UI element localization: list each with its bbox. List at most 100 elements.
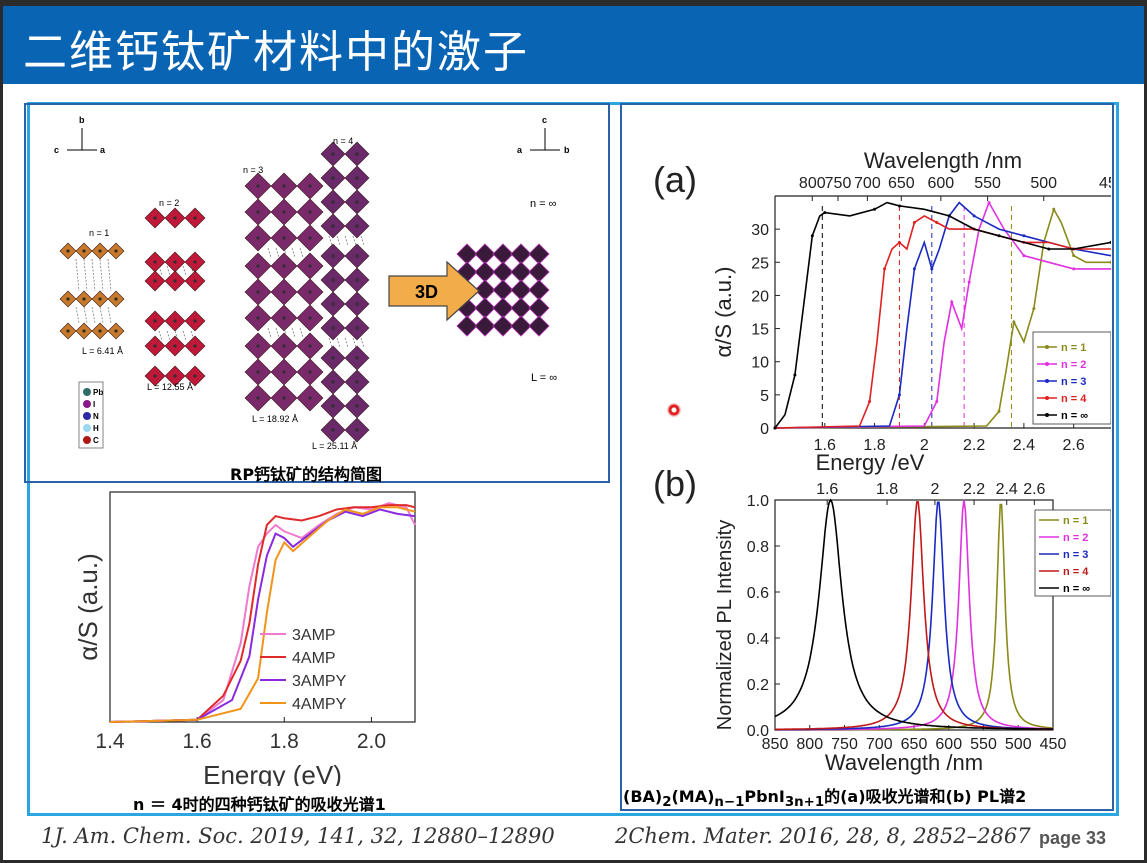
octahedron-ninf (528, 261, 550, 283)
structure-figure: b c a c a b n = 1 n = 2 n = 3 n = 4 n = … (54, 115, 570, 451)
x-tick-label: 2.0 (357, 730, 386, 753)
axis-triad-right: c a b (517, 115, 570, 155)
x-tick-label: 700 (866, 736, 893, 753)
series-point (912, 267, 916, 271)
y-tick-label: 25 (751, 255, 769, 272)
octahedron-n4-center (331, 404, 335, 408)
axis-triad-left: b c a (54, 115, 106, 155)
octahedron-n3-center (308, 396, 312, 400)
spacer-n4 (344, 337, 349, 349)
octahedron-n4-center (331, 200, 335, 204)
octahedron-n4-center (355, 152, 359, 156)
octahedron-n2-center (193, 374, 197, 378)
panel-label-b: (b) (653, 463, 697, 504)
axis-b-label-right: b (564, 145, 570, 155)
top-tick-label: 500 (1030, 175, 1057, 192)
y-tick-label: 0.4 (747, 631, 769, 648)
perovskite-structures (59, 141, 550, 443)
series-line-3ampy (109, 508, 416, 723)
y-tick-label: 5 (760, 388, 769, 405)
title-bar: 二维钙钛矿材料中的激子 (3, 6, 1144, 84)
octahedron-n4-center (355, 380, 359, 384)
octahedron-n3-center (282, 344, 286, 348)
octahedron-ninf (528, 243, 550, 265)
spacer-n2 (182, 265, 187, 277)
x-axis-label: Energy (eV) (203, 760, 342, 786)
top-axis-label: Wavelength /nm (864, 148, 1022, 173)
series-point (1109, 260, 1111, 264)
y-tick-label: 0.6 (747, 585, 769, 602)
legend-marker (1045, 362, 1049, 366)
octahedron-n1-center (114, 297, 118, 301)
octahedron-n3-center (282, 290, 286, 294)
spacer-n1 (91, 306, 96, 324)
octahedron-n4-center (355, 404, 359, 408)
label-n2: n = 2 (159, 198, 179, 208)
series-point (1109, 240, 1111, 244)
series-point (868, 399, 872, 403)
spacer-n1 (99, 258, 104, 292)
octahedron-n3-center (256, 184, 260, 188)
atom-legend-dot (83, 424, 91, 432)
legend-label: n = 1 (1063, 515, 1088, 527)
spacer-n2 (158, 330, 163, 342)
octahedron-n3-center (256, 290, 260, 294)
axis-c-label-right: c (542, 115, 547, 125)
series-line (774, 201, 1111, 429)
octahedron-ninf (510, 315, 532, 337)
top-tick-label: 800 (799, 175, 826, 192)
series-line (774, 214, 1111, 429)
octahedron-n4-center (331, 278, 335, 282)
series-point (773, 426, 777, 430)
caption-sub-c: 3n+1 (784, 795, 825, 811)
axis-a-label: a (100, 145, 106, 155)
x-tick-label: 650 (901, 736, 928, 753)
series-point (1012, 320, 1016, 324)
legend-marker (1045, 345, 1049, 349)
top-tick-label: 2.2 (963, 481, 985, 498)
octahedron-ninf (528, 297, 550, 319)
legend-label: n = 1 (1061, 342, 1086, 354)
3d-arrow: 3D (388, 260, 480, 322)
series-point (912, 221, 916, 225)
octahedron-n3-center (256, 396, 260, 400)
spacer-n3 (283, 327, 288, 339)
top-tick-label: 1.8 (876, 481, 898, 498)
spacer-n1 (99, 306, 104, 324)
octahedron-n3-center (256, 316, 260, 320)
octahedron-ninf (510, 243, 532, 265)
atom-legend-label: I (93, 400, 95, 409)
label-L4: L = 25.11 Å (312, 441, 357, 451)
series-point (930, 267, 934, 271)
legend-label: 3AMPY (292, 673, 347, 690)
legend-label: n = 3 (1061, 376, 1086, 388)
series-line-4amp (109, 504, 416, 723)
octahedron-ninf (474, 297, 496, 319)
octahedron-ninf (456, 243, 478, 265)
octahedron-n4-center (331, 326, 335, 330)
octahedron-n4-center (355, 278, 359, 282)
spacer-n1 (75, 258, 80, 292)
pl-chart-b: (b) 0.0 0.2 0.4 0.6 0.8 1.0 850 800 750 700 650 600 5… (653, 463, 1111, 775)
octahedron-n2-center (193, 216, 197, 220)
octahedron-n2-center (193, 319, 197, 323)
octahedron-n3-center (308, 264, 312, 268)
x-tick-label: 750 (831, 736, 858, 753)
x-tick-label: 1.6 (183, 730, 212, 753)
octahedron-n4-center (355, 224, 359, 228)
spacer-n3 (275, 247, 280, 259)
octahedron-n3-center (308, 370, 312, 374)
spacer-n4 (336, 235, 341, 247)
structure-figure-frame (24, 103, 610, 483)
octahedron-n3-center (308, 316, 312, 320)
label-Linf: L = ∞ (531, 372, 557, 384)
spacer-n4 (344, 235, 349, 247)
series-point (810, 234, 814, 238)
y-tick-label: 0.0 (747, 723, 769, 740)
spacer-n2 (158, 265, 163, 277)
label-L2: L = 12.55 Å (147, 382, 193, 392)
octahedron-n2-center (173, 374, 177, 378)
octahedron-n1-center (82, 297, 86, 301)
x-tick-label: 1.4 (95, 730, 125, 753)
octahedron-n1-center (66, 329, 70, 333)
